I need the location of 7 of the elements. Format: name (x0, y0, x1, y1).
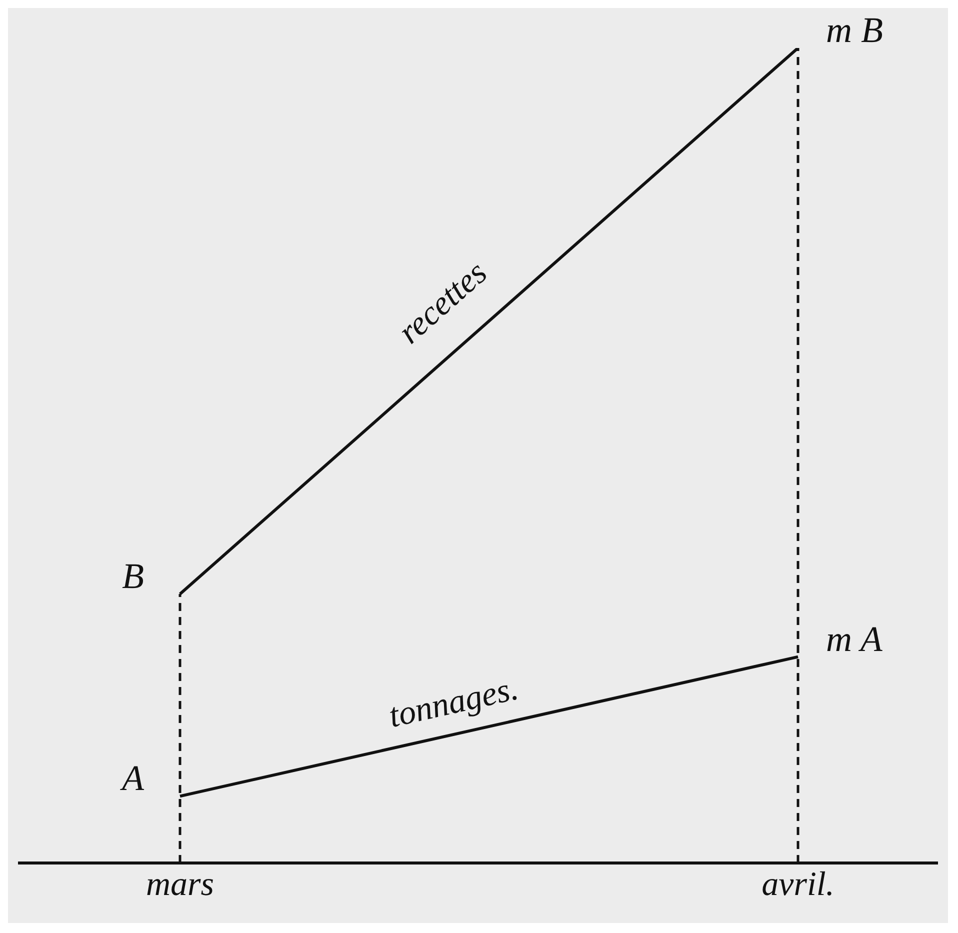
x-tick-label: avril. (762, 866, 834, 904)
x-tick-label: mars (146, 866, 214, 904)
text: tonnages. (386, 670, 522, 736)
annotation: A (120, 758, 145, 798)
annotation: m A (826, 618, 884, 659)
annotation: B (122, 556, 144, 596)
annotation: m B (826, 10, 883, 50)
